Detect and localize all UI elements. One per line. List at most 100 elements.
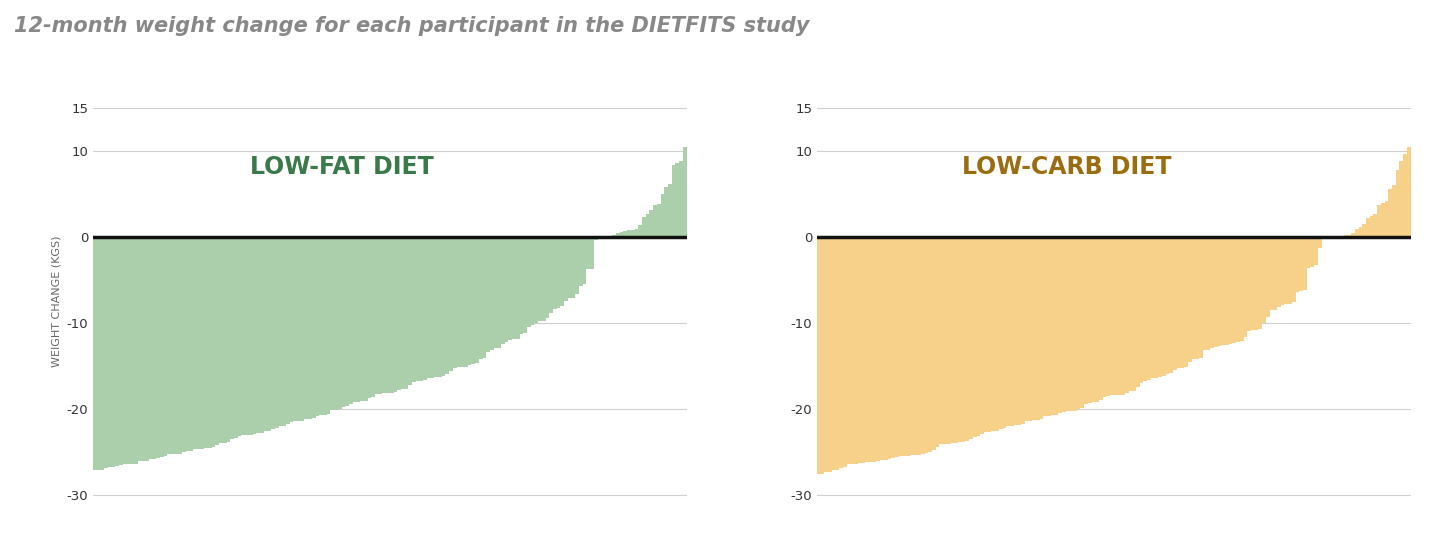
Bar [1221,237,1224,345]
Bar [1336,236,1340,237]
Bar [984,237,988,433]
Bar [390,237,394,392]
Bar [263,237,268,431]
Bar [1040,237,1044,419]
Bar [1035,237,1040,420]
Bar [364,237,368,401]
Bar [1095,237,1098,402]
Bar [1196,237,1199,359]
Bar [445,237,450,373]
Bar [869,237,872,462]
Bar [105,237,107,468]
Bar [1296,237,1299,292]
Bar [261,237,263,433]
Bar [133,237,137,464]
Bar [862,237,865,462]
Bar [504,237,508,342]
Bar [642,217,646,237]
Bar [579,237,583,286]
Bar [576,237,579,294]
Bar [832,237,836,470]
Bar [1121,237,1126,395]
Bar [149,237,152,459]
Bar [497,237,501,348]
Bar [1254,237,1259,329]
Bar [1091,237,1095,402]
Bar [1044,237,1047,416]
Bar [464,237,468,367]
Bar [586,237,590,269]
Bar [223,237,226,443]
Bar [116,237,119,466]
Bar [137,237,142,461]
Bar [583,237,586,285]
Bar [249,237,252,435]
Bar [553,237,557,309]
Bar [186,237,189,451]
Bar [947,237,951,444]
Bar [401,237,405,389]
Bar [1017,237,1021,425]
Bar [560,237,564,306]
Bar [954,237,958,443]
Bar [613,235,616,237]
Bar [1247,237,1252,331]
Bar [918,237,921,455]
Bar [331,237,334,410]
Bar [679,161,683,237]
Bar [1007,237,1010,426]
Bar [408,237,412,386]
Bar [1140,237,1144,383]
Bar [212,237,215,446]
Bar [1063,237,1065,412]
Bar [1378,205,1380,237]
Bar [632,230,634,237]
Bar [1348,235,1352,237]
Bar [1299,237,1303,290]
Bar [634,229,639,237]
Bar [1217,237,1221,346]
Bar [1252,237,1254,331]
Bar [881,237,884,460]
Bar [895,237,899,457]
Bar [925,237,928,452]
Bar [899,237,902,456]
Bar [1088,237,1091,403]
Bar [981,237,984,434]
Bar [508,237,513,341]
Bar [342,237,345,407]
Bar [1151,237,1154,379]
Bar [501,237,504,344]
Bar [991,237,995,431]
Bar [891,237,895,458]
Bar [865,237,869,462]
Bar [1058,237,1063,413]
Bar [1322,236,1325,237]
Bar [1229,237,1233,344]
Bar [623,231,627,237]
Bar [189,237,193,451]
Bar [326,237,331,414]
Bar [1262,237,1266,323]
Bar [1103,237,1107,397]
Bar [851,237,853,464]
Bar [457,237,460,367]
Bar [1014,237,1017,425]
Bar [1144,237,1147,381]
Bar [352,237,357,402]
Bar [965,237,969,441]
Bar [168,237,170,454]
Bar [620,232,623,237]
Bar [268,237,271,430]
Bar [646,214,650,237]
Bar [1028,237,1032,421]
Bar [334,237,338,410]
Bar [921,237,925,454]
Bar [1207,237,1210,350]
Bar [490,237,494,350]
Bar [357,237,359,402]
Bar [1158,237,1161,377]
Bar [1370,216,1373,237]
Bar [590,237,594,269]
Bar [382,237,387,393]
